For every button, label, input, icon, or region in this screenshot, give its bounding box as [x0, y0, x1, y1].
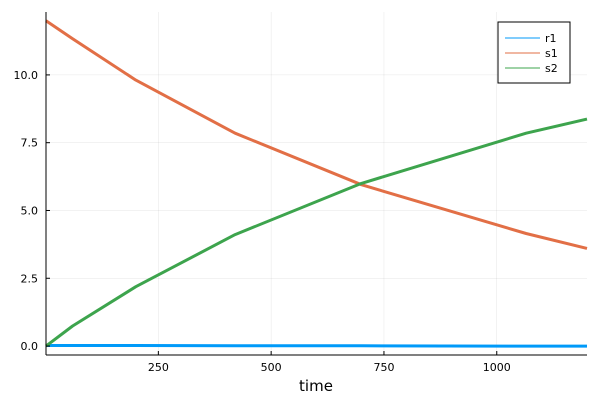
- series-line-r1: [46, 344, 587, 348]
- y-ticks: 0.0 2.5 5.0 7.5 10.0: [14, 69, 50, 353]
- series-line-s1: [45, 19, 588, 250]
- series-lines: [45, 19, 588, 348]
- x-tick-label: 500: [261, 361, 282, 374]
- y-tick-label: 0.0: [21, 340, 39, 353]
- series-line-s2: [45, 117, 588, 348]
- legend-label-s2: s2: [545, 62, 558, 75]
- y-tick-label: 5.0: [21, 204, 39, 217]
- x-tick-label: 750: [373, 361, 394, 374]
- x-axis-label: time: [299, 377, 333, 395]
- legend-label-s1: s1: [545, 47, 558, 60]
- legend-label-r1: r1: [545, 32, 557, 45]
- legend: r1 s1 s2: [497, 21, 571, 84]
- x-ticks: 250 500 750 1000: [148, 351, 511, 374]
- x-tick-label: 250: [148, 361, 169, 374]
- y-tick-label: 7.5: [21, 137, 39, 150]
- y-tick-label: 10.0: [14, 69, 39, 82]
- x-tick-label: 1000: [483, 361, 511, 374]
- y-tick-label: 2.5: [21, 272, 39, 285]
